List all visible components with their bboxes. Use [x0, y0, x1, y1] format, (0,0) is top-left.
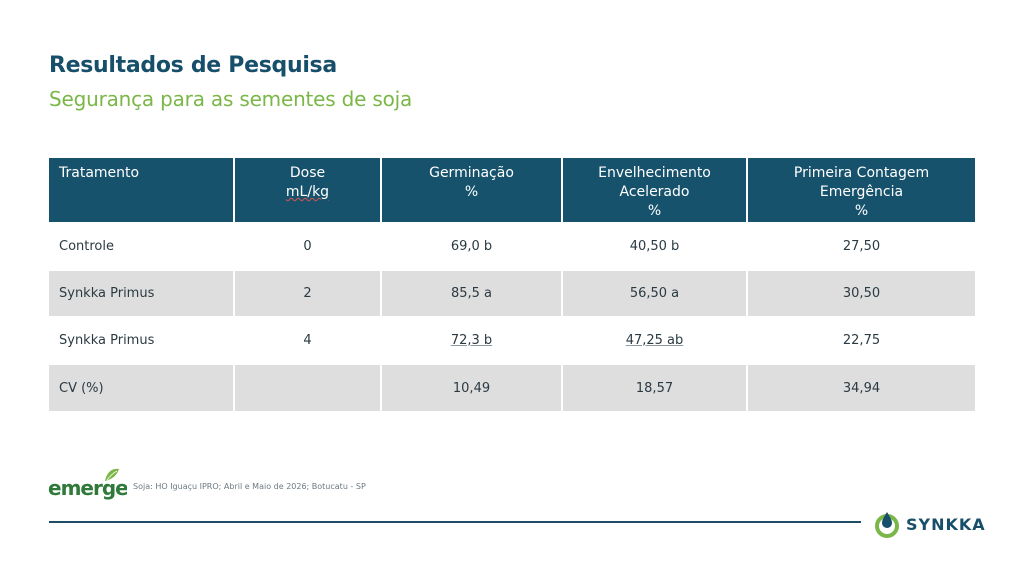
- header-text: mL/kg: [285, 184, 330, 200]
- table-cell: 22,75: [747, 316, 975, 364]
- table-cell: 27,50: [747, 222, 975, 270]
- table-cell: CV (%): [49, 363, 235, 411]
- header-germinacao: Germinação %: [381, 158, 563, 223]
- table-cell: 34,94: [747, 363, 975, 411]
- table-row: Controle 0 69,0 b 40,50 b 27,50: [49, 222, 975, 270]
- table-cell: 85,5 a: [381, 269, 563, 317]
- table-cell: 40,50 b: [562, 222, 748, 270]
- header-text: Primeira Contagem: [793, 165, 930, 181]
- table-cell: 0: [234, 222, 382, 270]
- header-text: Envelhecimento: [598, 165, 711, 181]
- header-text: %: [647, 203, 662, 219]
- synkka-logo: SYNKKA: [874, 509, 986, 539]
- header-tratamento: Tratamento: [49, 158, 235, 223]
- header-primeira-contagem: Primeira Contagem Emergência %: [747, 158, 975, 223]
- footer-note: Soja: HO Iguaçu IPRO; Abril e Maio de 20…: [133, 482, 366, 491]
- results-table: Tratamento Dose mL/kg Germinação % Envel…: [49, 158, 975, 411]
- table-cell: 2: [234, 269, 382, 317]
- table-cell: 69,0 b: [381, 222, 563, 270]
- header-text: %: [854, 203, 869, 219]
- table-cell: 18,57: [562, 363, 748, 411]
- header-text: %: [464, 184, 479, 200]
- table-row: Synkka Primus 2 85,5 a 56,50 a 30,50: [49, 269, 975, 317]
- table-cell: 72,3 b: [381, 316, 563, 364]
- table-cell: Synkka Primus: [49, 316, 235, 364]
- header-dose: Dose mL/kg: [234, 158, 382, 223]
- table-header-row: Tratamento Dose mL/kg Germinação % Envel…: [49, 158, 975, 223]
- table-cell: 30,50: [747, 269, 975, 317]
- table-row: CV (%) 10,49 18,57 34,94: [49, 363, 975, 411]
- table-cell: 4: [234, 316, 382, 364]
- header-text: Germinação: [429, 165, 514, 181]
- brand-name: SYNKKA: [906, 514, 986, 534]
- footer-divider: [49, 521, 861, 523]
- cell-value: 47,25 ab: [625, 333, 684, 348]
- page-subtitle: Segurança para as sementes de soja: [49, 87, 413, 111]
- table-cell: 56,50 a: [562, 269, 748, 317]
- table-cell: [234, 363, 382, 411]
- drop-icon: [875, 512, 899, 538]
- header-text: Acelerado: [619, 184, 690, 200]
- table-cell: Synkka Primus: [49, 269, 235, 317]
- page-title: Resultados de Pesquisa: [49, 53, 337, 78]
- emerge-logo-text: emerge: [48, 476, 127, 500]
- table-cell: 10,49: [381, 363, 563, 411]
- cell-value: 72,3 b: [450, 333, 493, 348]
- table-cell: 47,25 ab: [562, 316, 748, 364]
- header-text: Dose: [289, 165, 326, 181]
- header-text: Tratamento: [59, 165, 140, 181]
- header-text: Emergência: [819, 184, 904, 200]
- table-cell: Controle: [49, 222, 235, 270]
- table-row: Synkka Primus 4 72,3 b 47,25 ab 22,75: [49, 316, 975, 364]
- emerge-logo: emerge: [48, 468, 127, 500]
- header-envelhecimento: Envelhecimento Acelerado %: [562, 158, 748, 223]
